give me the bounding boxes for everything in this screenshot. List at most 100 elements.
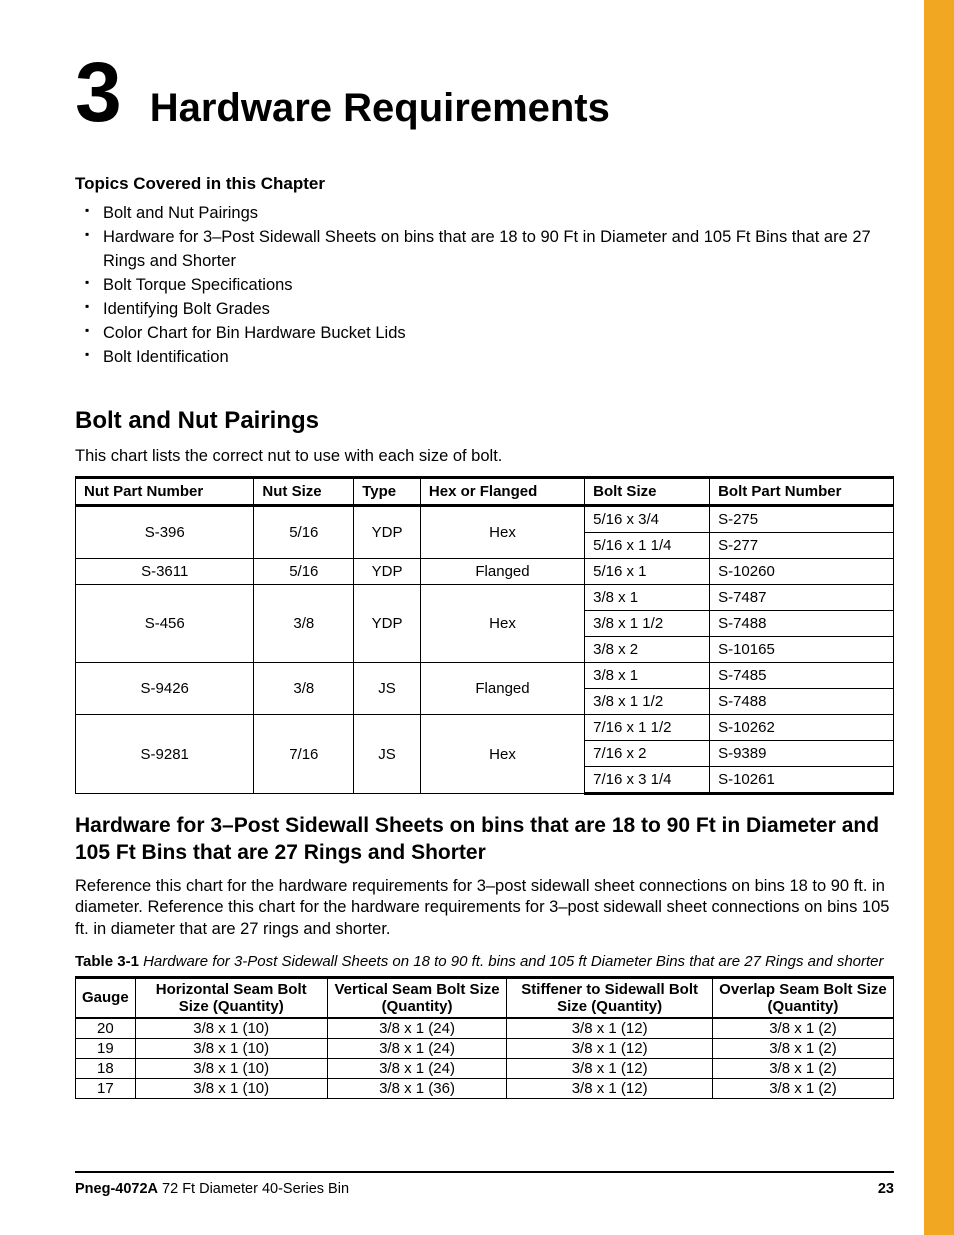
table-row: 183/8 x 1 (10)3/8 x 1 (24)3/8 x 1 (12)3/… xyxy=(76,1059,894,1079)
column-header: Gauge xyxy=(76,977,136,1018)
cell: 17 xyxy=(76,1079,136,1099)
cell: S-456 xyxy=(76,585,254,663)
cell: 3/8 x 1 (12) xyxy=(507,1079,713,1099)
cell: 3/8 x 1 (2) xyxy=(712,1018,893,1039)
table-header-row: GaugeHorizontal Seam Bolt Size (Quantity… xyxy=(76,977,894,1018)
cell: JS xyxy=(354,663,421,715)
cell: S-10260 xyxy=(710,559,894,585)
table-row: S-92817/16JSHex7/16 x 1 1/2S-10262 xyxy=(76,715,894,741)
cell: 7/16 x 1 1/2 xyxy=(585,715,710,741)
cell: 3/8 x 1 (24) xyxy=(327,1059,507,1079)
column-header: Vertical Seam Bolt Size (Quantity) xyxy=(327,977,507,1018)
cell: S-9389 xyxy=(710,741,894,767)
cell: 3/8 x 1 (12) xyxy=(507,1018,713,1039)
cell: 3/8 x 1 (24) xyxy=(327,1018,507,1039)
cell: 20 xyxy=(76,1018,136,1039)
cell: S-7488 xyxy=(710,611,894,637)
cell: 5/16 xyxy=(254,559,354,585)
cell: 3/8 x 1 1/2 xyxy=(585,689,710,715)
topics-heading: Topics Covered in this Chapter xyxy=(75,174,894,194)
column-header: Stiffener to Sidewall Bolt Size (Quantit… xyxy=(507,977,713,1018)
cell: 3/8 x 1 (36) xyxy=(327,1079,507,1099)
cell: S-396 xyxy=(76,506,254,559)
column-header: Nut Size xyxy=(254,478,354,506)
cell: YDP xyxy=(354,559,421,585)
table-row: S-3965/16YDPHex5/16 x 3/4S-275 xyxy=(76,506,894,533)
hardware-table: GaugeHorizontal Seam Bolt Size (Quantity… xyxy=(75,976,894,1100)
chapter-heading: 3 Hardware Requirements xyxy=(75,50,894,134)
cell: 5/16 x 1 1/4 xyxy=(585,533,710,559)
cell: 3/8 x 1 (12) xyxy=(507,1039,713,1059)
cell: S-10262 xyxy=(710,715,894,741)
cell: S-275 xyxy=(710,506,894,533)
table-row: S-4563/8YDPHex3/8 x 1S-7487 xyxy=(76,585,894,611)
cell: 3/8 x 1 (12) xyxy=(507,1059,713,1079)
cell: S-10165 xyxy=(710,637,894,663)
table-row: 173/8 x 1 (10)3/8 x 1 (36)3/8 x 1 (12)3/… xyxy=(76,1079,894,1099)
cell: 3/8 x 1 1/2 xyxy=(585,611,710,637)
cell: 7/16 x 3 1/4 xyxy=(585,767,710,794)
cell: 7/16 xyxy=(254,715,354,794)
topics-list-item: Bolt and Nut Pairings xyxy=(75,202,894,226)
column-header: Type xyxy=(354,478,421,506)
cell: 3/8 x 1 (2) xyxy=(712,1059,893,1079)
table-row: 203/8 x 1 (10)3/8 x 1 (24)3/8 x 1 (12)3/… xyxy=(76,1018,894,1039)
cell: 18 xyxy=(76,1059,136,1079)
document-page: 3 Hardware Requirements Topics Covered i… xyxy=(0,0,954,1235)
topics-list-item: Hardware for 3–Post Sidewall Sheets on b… xyxy=(75,226,894,274)
page-footer: Pneg-4072A 72 Ft Diameter 40-Series Bin … xyxy=(75,1171,894,1197)
column-header: Nut Part Number xyxy=(76,478,254,506)
table-row: S-94263/8JSFlanged3/8 x 1S-7485 xyxy=(76,663,894,689)
cell: 3/8 x 1 (2) xyxy=(712,1039,893,1059)
caption-text: Hardware for 3-Post Sidewall Sheets on 1… xyxy=(143,953,883,970)
cell: S-7488 xyxy=(710,689,894,715)
section-intro: This chart lists the correct nut to use … xyxy=(75,447,894,466)
chapter-number: 3 xyxy=(75,50,122,134)
column-header: Bolt Size xyxy=(585,478,710,506)
topics-list-item: Bolt Torque Specifications xyxy=(75,274,894,298)
caption-label: Table 3-1 xyxy=(75,953,139,970)
page-accent-bar xyxy=(924,0,954,1235)
table-header-row: Nut Part NumberNut SizeTypeHex or Flange… xyxy=(76,478,894,506)
column-header: Bolt Part Number xyxy=(710,478,894,506)
page-number: 23 xyxy=(878,1181,894,1197)
cell: YDP xyxy=(354,585,421,663)
cell: Flanged xyxy=(420,663,584,715)
cell: JS xyxy=(354,715,421,794)
cell: 19 xyxy=(76,1039,136,1059)
chapter-title: Hardware Requirements xyxy=(150,86,610,131)
column-header: Hex or Flanged xyxy=(420,478,584,506)
cell: 3/8 x 1 xyxy=(585,663,710,689)
table-row: S-36115/16YDPFlanged5/16 x 1S-10260 xyxy=(76,559,894,585)
section-para: Reference this chart for the hardware re… xyxy=(75,876,894,940)
topics-list: Bolt and Nut PairingsHardware for 3–Post… xyxy=(75,202,894,369)
cell: 3/8 x 1 (10) xyxy=(135,1018,327,1039)
cell: YDP xyxy=(354,506,421,559)
cell: 5/16 x 3/4 xyxy=(585,506,710,533)
cell: 3/8 xyxy=(254,585,354,663)
cell: Hex xyxy=(420,585,584,663)
topics-list-item: Color Chart for Bin Hardware Bucket Lids xyxy=(75,322,894,346)
cell: 3/8 x 1 xyxy=(585,585,710,611)
section-title-pairings: Bolt and Nut Pairings xyxy=(75,407,894,435)
section-title-hardware: Hardware for 3–Post Sidewall Sheets on b… xyxy=(75,813,894,866)
column-header: Horizontal Seam Bolt Size (Quantity) xyxy=(135,977,327,1018)
cell: Hex xyxy=(420,506,584,559)
cell: 3/8 x 1 (10) xyxy=(135,1079,327,1099)
topics-list-item: Identifying Bolt Grades xyxy=(75,298,894,322)
topics-list-item: Bolt Identification xyxy=(75,346,894,370)
cell: 3/8 xyxy=(254,663,354,715)
bolt-nut-pairings-table: Nut Part NumberNut SizeTypeHex or Flange… xyxy=(75,476,894,795)
cell: 5/16 x 1 xyxy=(585,559,710,585)
cell: 3/8 x 1 (2) xyxy=(712,1079,893,1099)
cell: 3/8 x 2 xyxy=(585,637,710,663)
table-caption: Table 3-1 Hardware for 3-Post Sidewall S… xyxy=(75,952,894,972)
footer-left: Pneg-4072A 72 Ft Diameter 40-Series Bin xyxy=(75,1181,349,1197)
cell: S-9426 xyxy=(76,663,254,715)
cell: 3/8 x 1 (10) xyxy=(135,1039,327,1059)
doc-title: 72 Ft Diameter 40-Series Bin xyxy=(162,1181,349,1197)
cell: 5/16 xyxy=(254,506,354,559)
cell: S-277 xyxy=(710,533,894,559)
cell: 3/8 x 1 (24) xyxy=(327,1039,507,1059)
cell: Hex xyxy=(420,715,584,794)
